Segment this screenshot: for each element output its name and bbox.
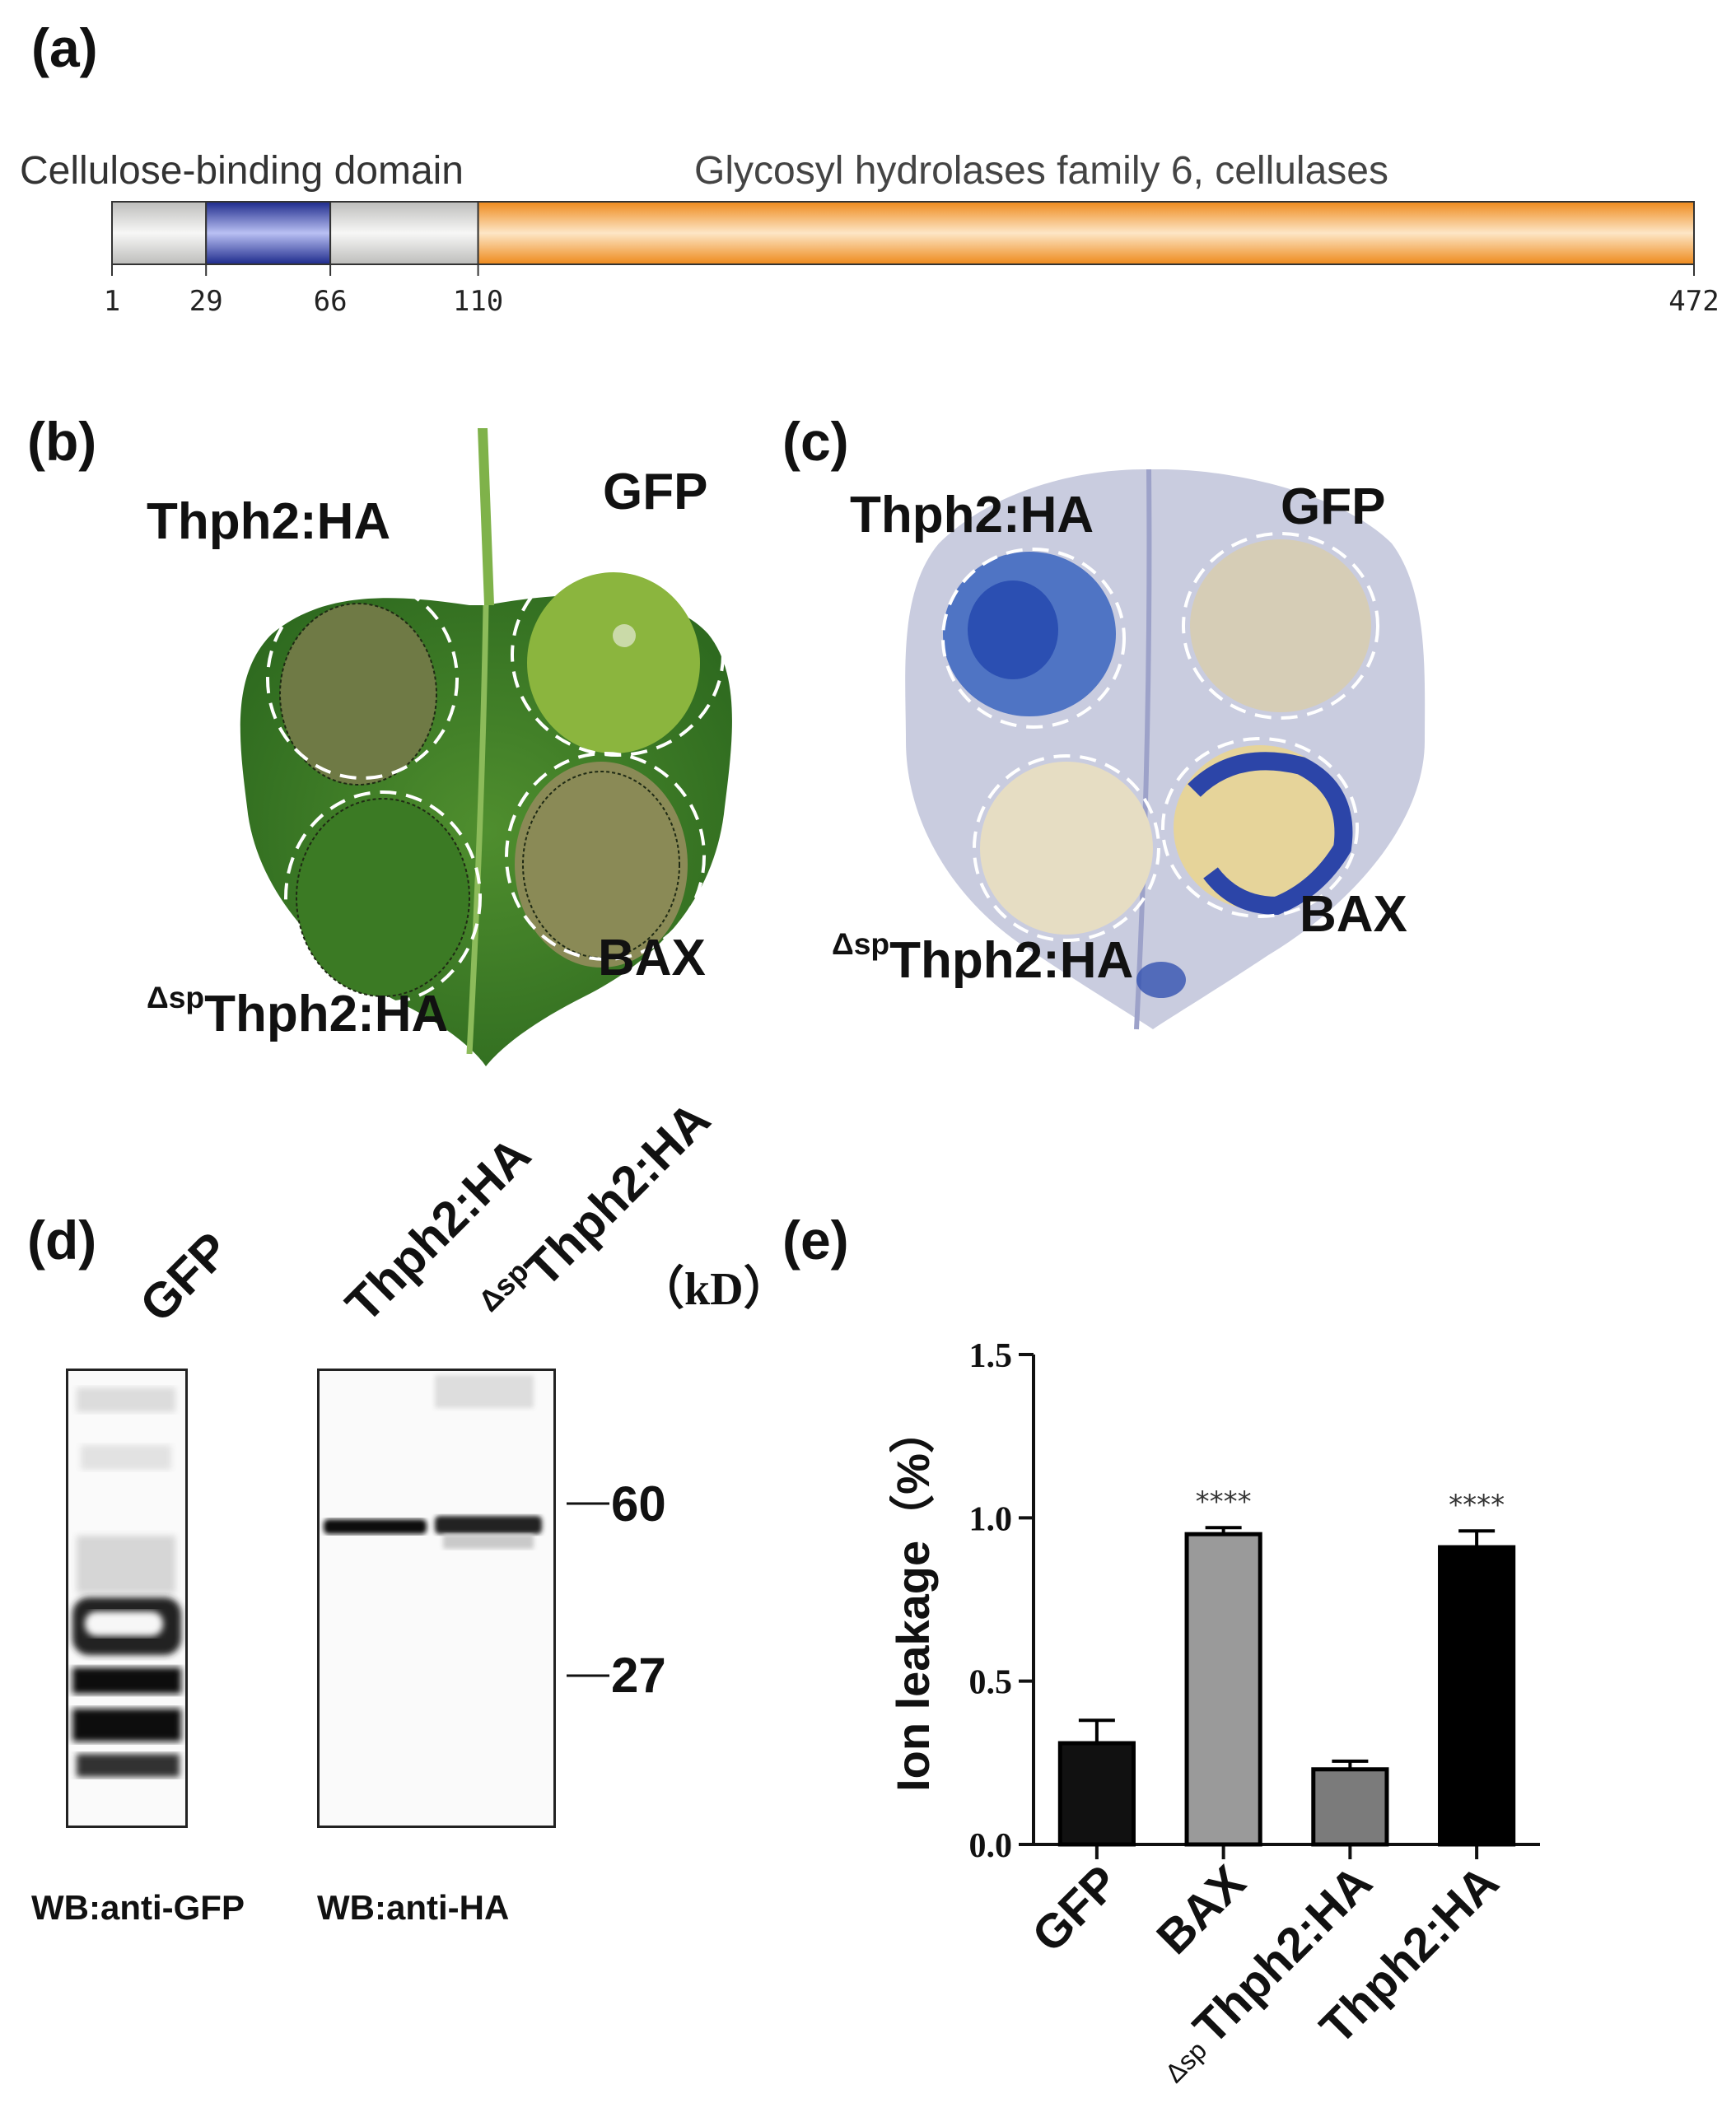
blot-anti-ha <box>317 1369 556 1828</box>
y-tick-label: 0.0 <box>969 1827 1013 1865</box>
domain-tick-label: 110 <box>453 285 503 318</box>
bar <box>1184 1532 1262 1847</box>
leaf-c-label-thph2: Thph2:HA <box>850 487 1094 543</box>
leaf-b-petiole <box>478 428 494 605</box>
wb-label-anti-gfp: WB:anti-GFP <box>31 1888 245 1927</box>
panel-label-a: (a) <box>31 17 98 78</box>
leaf-c-spot-dsp <box>980 762 1153 935</box>
leaf-b-label-bax: BAX <box>598 930 706 986</box>
marker-ticks <box>567 1502 609 1677</box>
leaf-b-spot-gfp <box>527 572 700 753</box>
blot-anti-gfp-bands <box>72 1387 181 1777</box>
domain-segment <box>477 201 1695 265</box>
leaf-c-label-gfp: GFP <box>1281 478 1386 535</box>
leaf-b-midrib <box>466 604 489 1055</box>
domain-segment <box>329 201 479 265</box>
domain-label-cbd: Cellulose-binding domain <box>20 149 464 193</box>
x-tick-label: GFP <box>1022 1855 1129 1962</box>
leaf-b-spot-dsp <box>296 799 469 996</box>
leaf-c-label-bax: BAX <box>1300 886 1407 943</box>
domain-tick-label: 66 <box>314 285 348 318</box>
leaf-b-label-thph2: Thph2:HA <box>147 493 391 550</box>
marker-label-27: 27 <box>611 1648 666 1703</box>
leaf-c-label-dsp: ΔspThph2:HA <box>832 926 1134 989</box>
significance-label: **** <box>1449 1489 1505 1522</box>
panel-label-b: (b) <box>27 411 97 472</box>
domain-map: 1 29 66 110 472 <box>104 201 1720 318</box>
significance-label: **** <box>1196 1485 1252 1518</box>
blot-anti-ha-bands <box>324 1375 542 1549</box>
y-axis-label: Ion leakage（%） <box>889 1407 939 1792</box>
leaf-b-label-gfp: GFP <box>603 464 708 520</box>
bar <box>1311 1767 1389 1847</box>
y-tick-label: 0.5 <box>969 1664 1013 1702</box>
domain-tick-label: 1 <box>104 285 120 318</box>
wb-unit-label: （kD） <box>638 1264 790 1315</box>
leaf-b-label-dsp: ΔspThph2:HA <box>147 980 449 1042</box>
blot-anti-gfp <box>66 1369 188 1828</box>
leaf-b-spot-bax <box>515 762 688 968</box>
wb-lane-label-gfp: GFP <box>128 1221 240 1333</box>
leaf-c-spot-gfp <box>1190 539 1371 712</box>
leaf-b-spot-thph2 <box>280 604 436 785</box>
y-tick-label: 1.5 <box>969 1337 1013 1375</box>
domain-segment <box>205 201 332 265</box>
domain-label-gh6: Glycosyl hydrolases family 6, cellulases <box>694 149 1388 193</box>
domain-segment <box>111 201 208 265</box>
bar <box>1438 1545 1516 1847</box>
domain-tick-label: 29 <box>189 285 223 318</box>
panel-label-e: (e) <box>782 1210 849 1271</box>
x-tick-label: BAX <box>1146 1855 1256 1965</box>
leaf-photo-c <box>905 469 1426 1030</box>
panel-label-c: (c) <box>782 411 849 472</box>
wb-label-anti-ha: WB:anti-HA <box>317 1888 510 1927</box>
marker-label-60: 60 <box>611 1476 666 1532</box>
y-tick-label: 1.0 <box>969 1500 1013 1538</box>
leaf-photo-b <box>240 428 732 1066</box>
bar <box>1057 1741 1136 1847</box>
domain-tick-label: 472 <box>1668 285 1719 318</box>
panel-label-d: (d) <box>27 1210 97 1271</box>
